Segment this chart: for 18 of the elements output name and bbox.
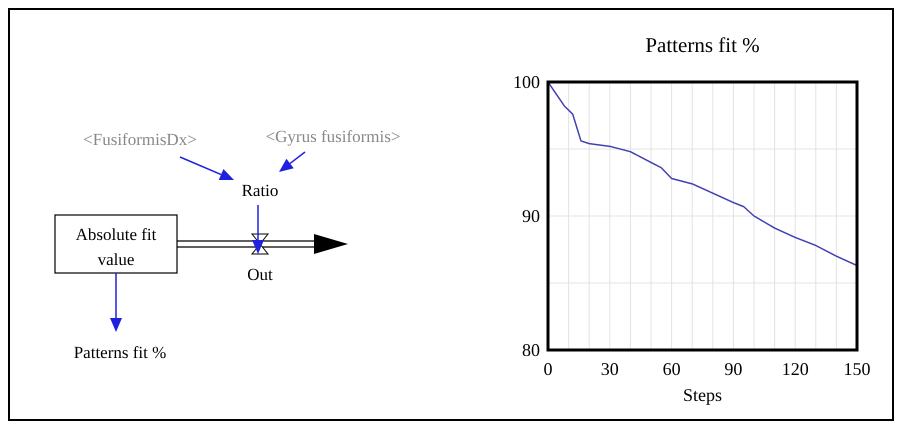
line-series	[547, 81, 858, 266]
x-tick-label: 30	[600, 359, 619, 379]
y-tick-label: 100	[513, 72, 540, 92]
text: Patterns fit %	[74, 343, 166, 362]
x-axis-title: Steps	[682, 385, 722, 405]
text: <Gyrus fusiformis>	[266, 127, 400, 146]
x-tick-label: 90	[724, 359, 742, 379]
text: Ratio	[242, 181, 278, 200]
text: <FusiformisDx>	[83, 130, 197, 149]
y-tick-label: 90	[522, 206, 540, 226]
x-tick-label: 120	[782, 359, 809, 379]
chart-title: Patterns fit %	[645, 33, 760, 57]
x-tick-label: 150	[844, 359, 870, 379]
x-tick-label: 0	[544, 359, 552, 379]
text: Out	[247, 265, 274, 284]
y-tick-label: 80	[522, 340, 540, 360]
text: Absolute fit value	[76, 225, 157, 269]
x-tick-label: 60	[662, 359, 681, 379]
